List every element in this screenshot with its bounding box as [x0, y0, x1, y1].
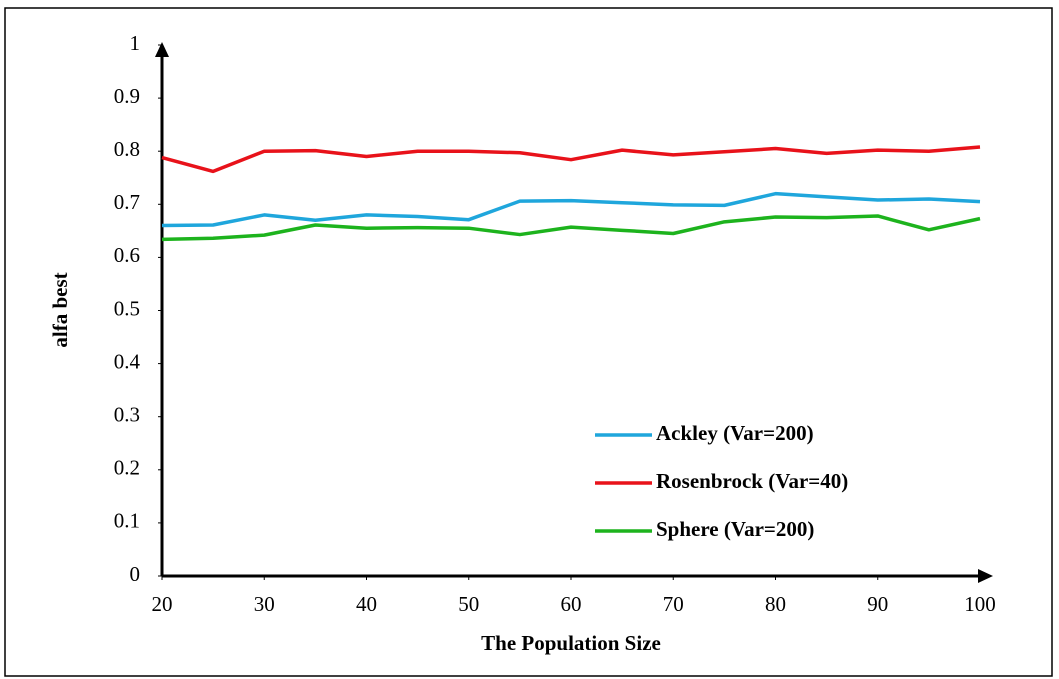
y-tick-label: 0.9	[114, 84, 140, 108]
series-line	[161, 214, 981, 242]
x-tick-label: 100	[964, 592, 996, 616]
x-tick-label: 40	[356, 592, 377, 616]
legend-label: Rosenbrock (Var=40)	[656, 469, 848, 493]
frame	[4, 7, 1053, 677]
y-axis-title: alfa best	[48, 272, 72, 347]
y-tick-label: 1	[130, 31, 141, 55]
x-axis-title: The Population Size	[481, 631, 661, 655]
legend-label: Sphere (Var=200)	[656, 517, 814, 541]
legend-label: Ackley (Var=200)	[656, 421, 814, 445]
y-tick-label: 0.5	[114, 296, 140, 320]
series-line	[161, 145, 981, 174]
x-axis-arrow	[978, 569, 993, 583]
y-tick-label: 0.7	[114, 190, 140, 214]
y-tick-label: 0.1	[114, 509, 140, 533]
x-tick-label: 70	[663, 592, 684, 616]
y-tick-label: 0.4	[114, 349, 141, 373]
y-axis-arrow	[155, 42, 169, 57]
x-tick-label: 80	[765, 592, 786, 616]
y-tick-label: 0.2	[114, 456, 140, 480]
x-tick-label: 90	[867, 592, 888, 616]
x-tick-label: 20	[152, 592, 173, 616]
series-line	[161, 191, 981, 228]
y-tick-label: 0.8	[114, 137, 140, 161]
y-tick-label: 0.3	[114, 403, 140, 427]
x-tick-label: 50	[458, 592, 479, 616]
x-tick-label: 60	[561, 592, 582, 616]
x-tick-label: 30	[254, 592, 275, 616]
y-tick-label: 0.6	[114, 243, 140, 267]
y-tick-label: 0	[130, 562, 141, 586]
